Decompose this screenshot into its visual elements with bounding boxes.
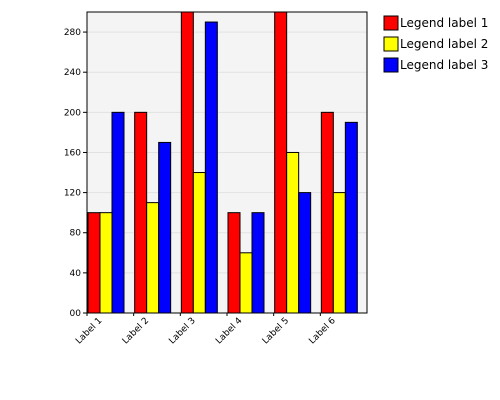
x-tick-label: Label 3 (167, 316, 197, 346)
x-tick-label: Label 1 (74, 316, 104, 346)
bar (274, 11, 288, 314)
bar (320, 111, 334, 314)
bar (146, 202, 160, 314)
y-tick-label: 80 (70, 229, 82, 239)
bar (344, 121, 358, 314)
bar (251, 212, 265, 314)
legend-swatch (383, 15, 399, 31)
bar (99, 212, 113, 314)
bar (87, 212, 101, 314)
y-tick-label: 280 (64, 28, 81, 38)
bar (332, 192, 346, 314)
bar (239, 252, 253, 314)
bar (204, 21, 218, 314)
legend-swatch (383, 36, 399, 52)
y-tick-label: 240 (64, 68, 81, 78)
y-tick-label: 40 (70, 269, 82, 279)
bar (227, 212, 241, 314)
legend-swatch (383, 57, 399, 73)
legend-entry-label: Legend label 1 (400, 16, 488, 30)
x-tick-label: Label 6 (307, 316, 338, 347)
bar (158, 141, 172, 314)
bar (111, 111, 125, 314)
y-tick-label: 120 (64, 189, 81, 199)
x-tick-label: Label 5 (261, 316, 291, 346)
x-tick-label: Label 4 (214, 316, 245, 347)
y-tick-label: 200 (64, 108, 81, 118)
bars-group (87, 11, 358, 314)
bar (192, 172, 206, 314)
legend: Legend label 1 Legend label 2 Legend label… (383, 15, 488, 73)
bar (134, 111, 148, 314)
x-tick-label: Label 2 (121, 316, 151, 346)
y-axis-ticks: 00 40 80 120 160 200 240 280 (64, 28, 87, 319)
bar (286, 151, 300, 314)
legend-entry-label: Legend label 3 (400, 58, 488, 72)
bar (180, 11, 194, 314)
grid-lines (87, 31, 367, 274)
bar (298, 192, 312, 314)
plot-background (87, 12, 367, 313)
y-tick-label: 160 (64, 148, 81, 158)
y-tick-label: 00 (70, 309, 82, 319)
legend-entry-label: Legend label 2 (400, 37, 488, 51)
x-axis-ticks: Label 1 Label 2 Label 3 Label 4 Label 5 Label… (74, 313, 338, 346)
